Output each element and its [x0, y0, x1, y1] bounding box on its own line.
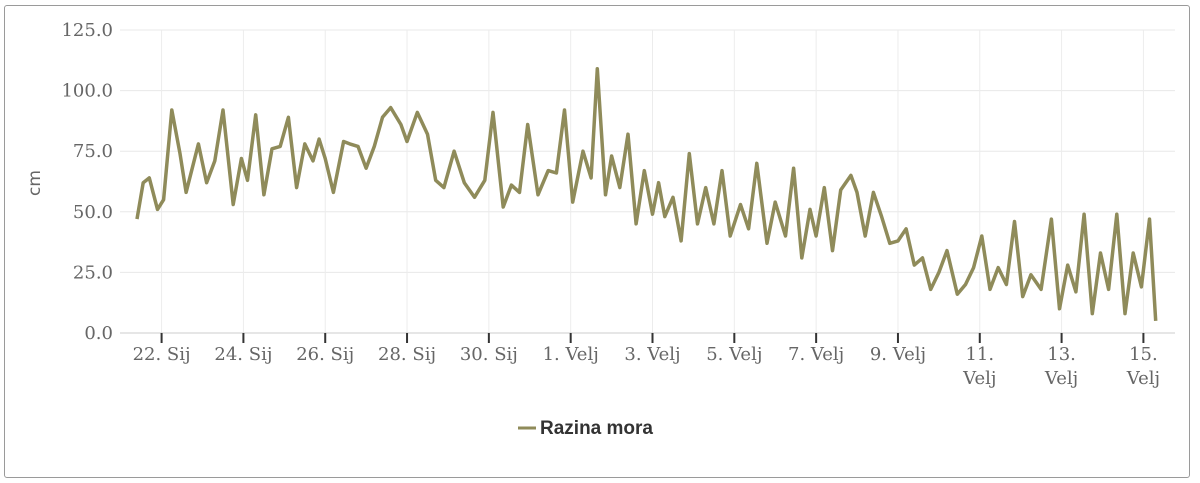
x-tick-label: 13. — [1047, 344, 1076, 365]
plot-area — [135, 67, 1158, 322]
x-tick-label: 11. — [965, 344, 994, 365]
x-tick-label: 24. Sij — [214, 344, 272, 365]
y-tick-label: 50.0 — [73, 202, 113, 223]
y-tick-label: 0.0 — [84, 323, 113, 344]
x-tick-label: 26. Sij — [296, 344, 354, 365]
y-tick-label: 125.0 — [61, 20, 113, 41]
series-line-razina-mora[interactable] — [135, 67, 1158, 322]
x-tick-label: 22. Sij — [133, 344, 191, 365]
x-tick-label: Velj — [1044, 368, 1078, 389]
legend-label: Razina mora — [540, 418, 653, 439]
x-tick-label: 28. Sij — [378, 344, 436, 365]
x-tick-label: 5. Velj — [706, 344, 762, 365]
y-axis-ticks: 0.0 25.0 50.0 75.0 100.0 125.0 — [61, 20, 113, 344]
x-tick-label: Velj — [1126, 368, 1160, 389]
y-axis-label: cm — [25, 170, 45, 196]
x-tick-label: 3. Velj — [624, 344, 680, 365]
x-tick-label: 30. Sij — [460, 344, 518, 365]
x-axis: 22. Sij 24. Sij 26. Sij 28. Sij 30. Sij 1. Ve… — [120, 332, 1175, 389]
x-tick-label: 9. Velj — [870, 344, 926, 365]
legend[interactable]: Razina mora — [518, 418, 653, 439]
y-tick-label: 75.0 — [73, 141, 113, 162]
x-tick-label: 1. Velj — [543, 344, 599, 365]
x-tick-label: 7. Velj — [788, 344, 844, 365]
y-tick-label: 25.0 — [73, 262, 113, 283]
x-tick-label: 15. — [1129, 344, 1158, 365]
y-tick-label: 100.0 — [61, 81, 113, 102]
x-tick-label: Velj — [962, 368, 996, 389]
